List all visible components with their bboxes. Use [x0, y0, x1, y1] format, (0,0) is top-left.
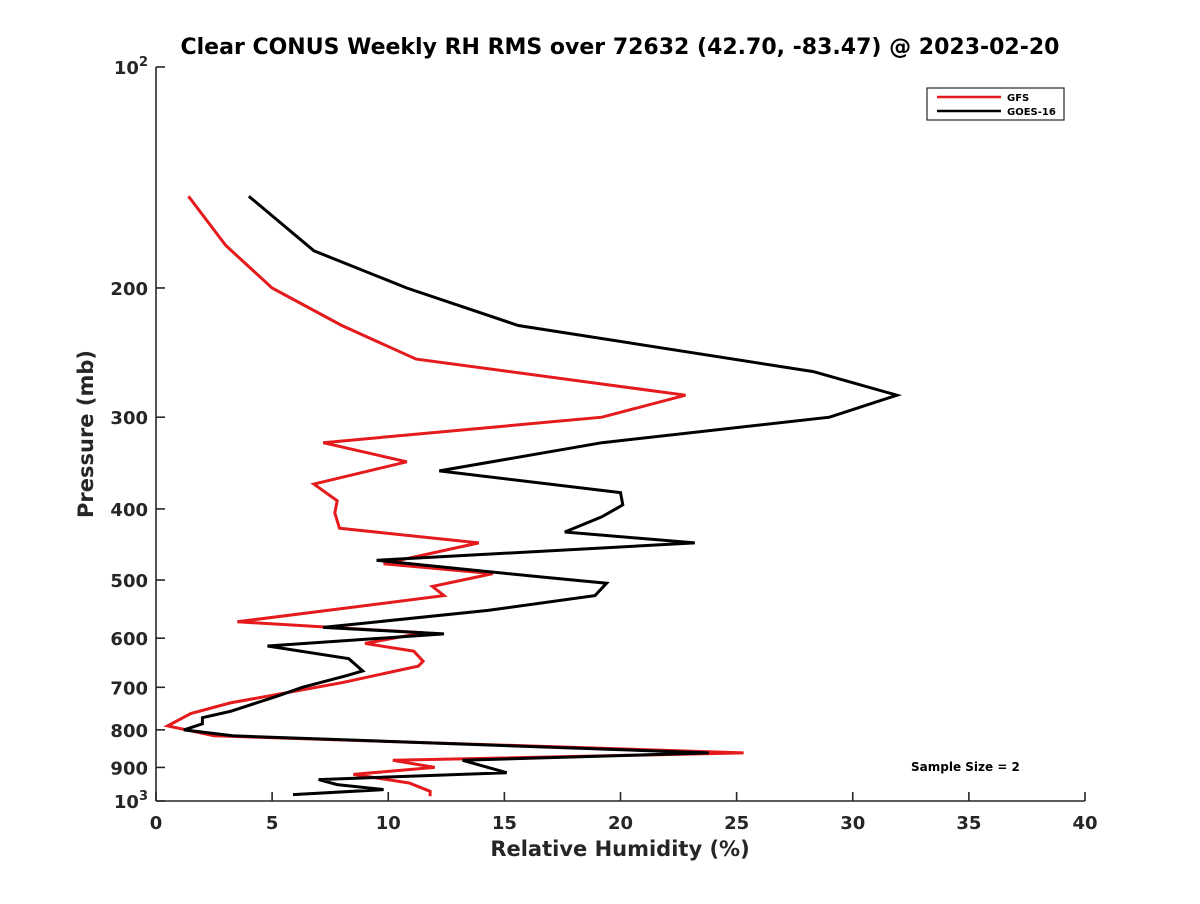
x-tick-label: 35	[956, 813, 981, 834]
y-ticks: 102 200 300 400 500 600 700 800 900 103	[110, 55, 165, 813]
y-tick-label: 700	[110, 678, 148, 699]
x-tick-label: 40	[1072, 813, 1097, 834]
sample-size-annotation: Sample Size = 2	[911, 760, 1020, 774]
legend-box	[926, 87, 1065, 121]
y-tick-label: 900	[110, 758, 148, 779]
x-axis-title: Relative Humidity (%)	[490, 837, 749, 861]
chart-title: Clear CONUS Weekly RH RMS over 72632 (42…	[181, 35, 1060, 60]
y-tick-label: 600	[110, 629, 148, 650]
x-tick-label: 25	[724, 813, 749, 834]
legend-label-gfs: GFS	[1007, 93, 1029, 104]
legend: GFS GOES-16	[926, 87, 1065, 121]
y-tick-label: 500	[110, 571, 148, 592]
x-tick-label: 0	[150, 813, 163, 834]
y-axis-title: Pressure (mb)	[74, 350, 98, 518]
series-layer	[163, 195, 903, 797]
plot-area: 0 5 10 15 20 25 30 35 40 102 200 300 400 500 600 700 80…	[110, 55, 1097, 834]
y-tick-label: 200	[110, 279, 148, 300]
y-tick-label: 103	[114, 789, 148, 813]
y-tick-label: 300	[110, 408, 148, 429]
y-tick-label: 400	[110, 500, 148, 521]
x-tick-label: 20	[608, 813, 633, 834]
y-tick-label: 102	[114, 55, 148, 79]
x-tick-label: 30	[840, 813, 865, 834]
x-tick-label: 5	[266, 813, 279, 834]
legend-label-goes16: GOES-16	[1007, 107, 1056, 118]
x-tick-label: 15	[492, 813, 517, 834]
series-line-goes16	[183, 195, 903, 797]
y-tick-label: 800	[110, 721, 148, 742]
x-tick-label: 10	[376, 813, 401, 834]
x-ticks: 0 5 10 15 20 25 30 35 40	[150, 792, 1098, 834]
